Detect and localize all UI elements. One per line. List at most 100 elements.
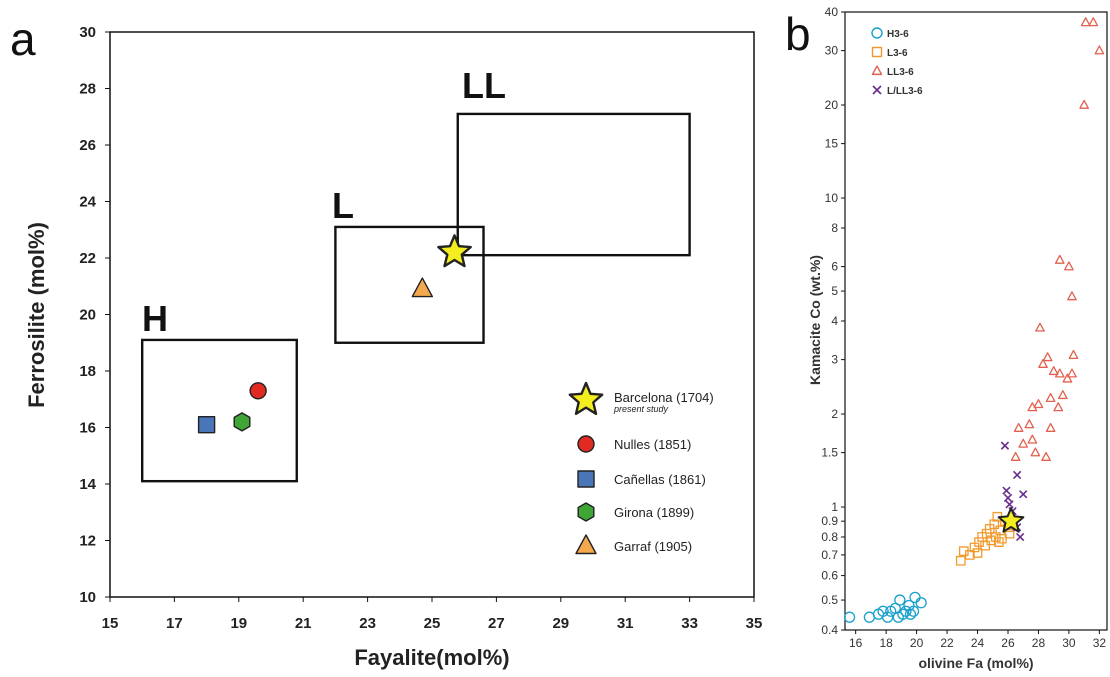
data-point-l-ll3-6	[1003, 493, 1013, 503]
chart-a-x-tick-label: 15	[102, 615, 119, 632]
data-point-ll3-6	[1048, 366, 1059, 376]
data-point-l3-6	[993, 537, 1004, 547]
chart-b-y-tick-label: 30	[825, 44, 839, 58]
chart-a-y-tick-label: 26	[79, 137, 96, 154]
data-point-h3-6	[904, 608, 917, 620]
chart-b-y-tick-label: 15	[825, 137, 839, 151]
chart-b-y-tick-label: 0.5	[821, 593, 838, 607]
chart-b-y-tick-label: 4	[831, 314, 838, 328]
chart-a-x-tick-label: 25	[424, 615, 441, 632]
legend-a-label: Girona (1899)	[614, 505, 694, 520]
data-point-h3-6	[897, 608, 909, 620]
chart-a-x-axis-title: Fayalite(mol%)	[354, 645, 509, 670]
legend-a-marker-square	[577, 470, 595, 488]
chart-b-y-tick-label: 0.8	[821, 530, 838, 544]
data-point-ll3-6	[1018, 438, 1029, 448]
chart-a-x-tick-label: 23	[359, 615, 376, 632]
data-point-ll3-6	[1062, 373, 1073, 383]
chart-a-y-tick-label: 16	[79, 420, 96, 437]
chart-b-y-tick-label: 2	[831, 407, 838, 421]
data-point-triangle	[411, 277, 434, 298]
data-point-ll3-6	[1027, 434, 1038, 444]
chart-a-x-tick-label: 17	[166, 615, 183, 632]
region-box-h	[140, 338, 298, 483]
data-point-h3-6	[863, 611, 876, 623]
chart-b-x-tick-label: 26	[1001, 636, 1015, 650]
chart-b-x-tick-label: 16	[849, 636, 863, 650]
chart-a-x-tick-label: 35	[746, 615, 763, 632]
chart-b-x-tick-label: 24	[971, 636, 985, 650]
data-point-l3-6	[980, 540, 990, 551]
data-point-square	[197, 415, 216, 434]
data-point-ll3-6	[1054, 368, 1065, 378]
legend-b-label: L3-6	[887, 48, 908, 59]
chart-a-y-tick-label: 28	[79, 81, 96, 98]
legend-a-note: present study	[613, 404, 669, 414]
legend-a-label: Barcelona (1704)	[614, 390, 714, 405]
chart-b-x-tick-label: 22	[940, 636, 954, 650]
chart-b-y-tick-label: 0.6	[821, 569, 838, 583]
chart-a-x-tick-label: 21	[295, 615, 312, 632]
legend-b-marker-triangle	[871, 65, 883, 76]
data-point-ll3-6	[1013, 422, 1024, 432]
data-point-l-ll3-6	[1005, 500, 1014, 509]
chart-b-y-tick-label: 5	[831, 284, 838, 298]
legend-a-label: Cañellas (1861)	[614, 472, 706, 487]
data-point-l3-6	[989, 519, 1000, 530]
data-point-h3-6	[907, 605, 920, 617]
region-box-l	[334, 225, 485, 344]
chart-b-x-tick-label: 28	[1032, 636, 1046, 650]
data-point-l3-6	[997, 533, 1007, 544]
data-point-ll3-6	[1045, 422, 1056, 432]
chart-a-y-axis-title: Ferrosilite (mol%)	[24, 222, 49, 408]
data-point-ll3-6	[1045, 392, 1056, 403]
data-point-h3-6	[909, 591, 921, 604]
chart-a-legend: Barcelona (1704)present study Nulles (185…	[568, 381, 714, 555]
data-point-ll3-6	[1010, 451, 1021, 461]
data-point-ll3-6	[1053, 402, 1064, 412]
legend-a-marker-hexagon	[577, 502, 595, 522]
chart-a-y-tick-label: 24	[79, 194, 96, 211]
data-point-circle	[249, 382, 267, 400]
chart-a-x-tick-label: 29	[552, 615, 569, 632]
chart-b-x-axis-title: olivine Fa (mol%)	[918, 655, 1033, 671]
region-label-l: L	[332, 185, 354, 226]
legend-a-label: Nulles (1851)	[614, 437, 691, 452]
data-point-l-ll3-6	[1012, 470, 1022, 480]
legend-b-marker-x	[872, 85, 882, 95]
chart-b-legend: H3-6 L3-6 LL3-6 L/LL3-6	[871, 27, 923, 97]
chart-a-x-tick-label: 33	[681, 615, 698, 632]
data-point-ll3-6	[1042, 352, 1053, 362]
data-point-ll3-6	[1041, 451, 1051, 461]
data-point-hexagon	[233, 412, 251, 432]
data-point-ll3-6	[1079, 99, 1090, 109]
legend-a-marker-circle	[577, 435, 595, 453]
data-point-ll3-6	[1057, 389, 1068, 400]
data-point-star-highlight	[997, 507, 1025, 533]
data-point-ll3-6	[1035, 322, 1045, 332]
data-point-ll3-6	[1064, 261, 1074, 271]
chart-a-y-tick-label: 30	[79, 24, 96, 41]
region-box-ll	[456, 112, 691, 257]
region-label-ll: LL	[462, 65, 506, 106]
chart-a-x-tick-label: 27	[488, 615, 505, 632]
chart-a-y-tick-label: 18	[79, 363, 96, 380]
chart-a-y-tick-label: 14	[79, 476, 96, 493]
data-point-ll3-6	[1033, 399, 1044, 409]
chart-a-x-tick-label: 19	[230, 615, 247, 632]
data-point-ll3-6	[1088, 17, 1099, 27]
data-point-h3-6	[915, 597, 927, 609]
data-point-l3-6	[972, 548, 983, 558]
chart-a-x-tick-label: 31	[617, 615, 634, 632]
chart-b-y-axis-title: Kamacite Co (wt.%)	[807, 255, 823, 385]
data-point-h3-6	[882, 611, 894, 623]
data-point-ll3-6	[1030, 447, 1041, 457]
data-point-l-ll3-6	[1019, 490, 1028, 499]
data-point-l3-6	[955, 555, 966, 566]
chart-b-y-tick-label: 1	[831, 500, 838, 514]
region-label-h: H	[142, 298, 168, 339]
data-point-ll3-6	[1038, 358, 1048, 368]
chart-b-y-tick-label: 10	[825, 191, 839, 205]
data-point-ll3-6	[1024, 419, 1035, 429]
